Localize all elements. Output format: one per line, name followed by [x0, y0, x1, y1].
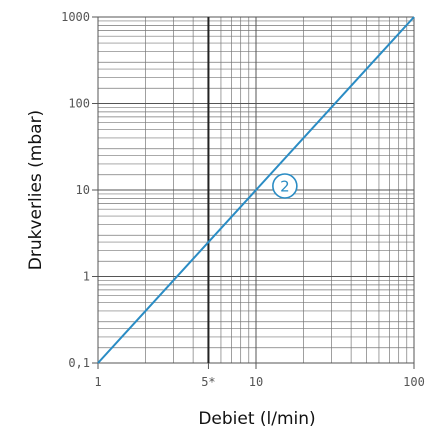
x-axis-title: Debiet (l/min) — [198, 409, 315, 429]
y-tick-label: 100 — [68, 97, 90, 111]
x-tick-label: 1 — [94, 375, 101, 389]
series-marker-circle — [272, 173, 298, 199]
series-group: 2 — [97, 16, 415, 364]
y-tick-label: 1 — [83, 270, 90, 284]
series-line — [97, 16, 415, 364]
x-tick-label: 5* — [201, 375, 215, 389]
tick-labels: 0,1 1 10 100 1000 1 5* 10 100 — [61, 10, 425, 389]
x-axis-ticks — [97, 363, 415, 369]
x-tick-label: 100 — [403, 375, 425, 389]
y-tick-label: 1000 — [61, 10, 90, 24]
y-tick-label: 0,1 — [68, 356, 90, 370]
y-tick-label: 10 — [76, 183, 90, 197]
x-tick-label: 10 — [249, 375, 263, 389]
y-axis-title: Drukverlies (mbar) — [26, 110, 46, 270]
y-axis-ticks — [92, 16, 98, 364]
series-marker-label: 2 — [280, 178, 290, 196]
